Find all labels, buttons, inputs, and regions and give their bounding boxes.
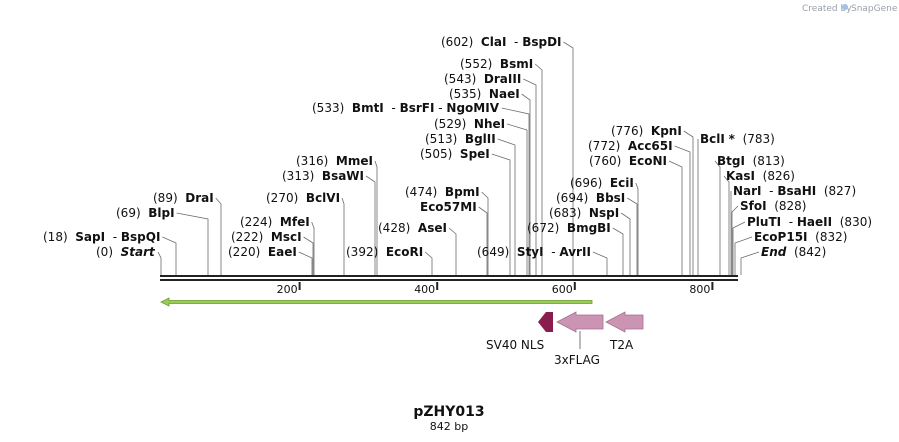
site-leader-line — [714, 160, 721, 275]
site-label-drai: (89) DraI — [153, 191, 214, 205]
site-label-econi: (760) EcoNI — [589, 154, 667, 168]
site-leader-line — [534, 63, 543, 275]
site-label-end: End (842) — [761, 245, 826, 259]
site-leader-line — [740, 251, 760, 275]
site-label-ecii: (696) EciI — [570, 176, 634, 190]
site-label-draiii: (543) DraIII — [444, 72, 521, 86]
site-leader-line — [157, 251, 162, 275]
site-leader-line — [521, 93, 531, 275]
sequence-backbone — [160, 275, 738, 281]
site-label-nhei: (529) NheI — [434, 117, 505, 131]
site-leader-lines — [157, 41, 760, 275]
feature-label-3xflag: 3xFLAG — [554, 353, 600, 367]
site-leader-line — [523, 78, 537, 275]
site-label-msci: (222) MscI — [231, 230, 302, 244]
feature-label-t2a: T2A — [609, 338, 634, 352]
site-label-bsawi: (313) BsaWI — [282, 169, 364, 183]
snapgene-logo-icon — [842, 4, 848, 10]
site-label-start: (0) Start — [96, 245, 156, 259]
site-leader-line — [501, 107, 530, 275]
site-label-nspi: (683) NspI — [549, 206, 619, 220]
site-leader-line — [303, 236, 314, 275]
site-label-pluti: PluTI - HaeII (830) — [747, 215, 872, 229]
ruler-tick-label: 400 — [414, 283, 435, 296]
site-leader-line — [683, 130, 694, 275]
site-label-clai: (602) ClaI - BspDI — [441, 35, 562, 49]
site-leader-line — [563, 41, 574, 275]
site-leader-line — [491, 153, 511, 275]
site-leader-line — [298, 251, 313, 275]
snapgene-credit: Created by SnapGene — [802, 4, 898, 14]
site-label-bclvi: (270) BclVI — [266, 191, 340, 205]
credit-brand: SnapGene — [851, 4, 898, 14]
site-leader-line — [674, 145, 691, 275]
site-leader-line — [478, 206, 488, 275]
ruler-tick-label: 800 — [689, 283, 710, 296]
site-label-bglii: (513) BglII — [425, 132, 496, 146]
site-leader-line — [341, 197, 345, 275]
site-label-mfei: (224) MfeI — [240, 215, 310, 229]
site-leader-line — [723, 175, 730, 275]
ruler-tick-label: 600 — [552, 283, 573, 296]
site-leader-line — [162, 236, 177, 275]
feature-label-sv40-nls: SV40 NLS — [486, 338, 544, 352]
feature-sv40-nls — [538, 312, 553, 332]
site-leader-line — [374, 160, 378, 275]
orf-arrow — [160, 297, 593, 307]
site-label-sfoi: SfoI (828) — [740, 199, 807, 213]
site-label-bpmi: (474) BpmI — [405, 185, 480, 199]
site-label-bmgbi: (672) BmgBI — [527, 221, 611, 235]
credit-text: Created by — [802, 4, 852, 14]
site-leader-line — [592, 251, 608, 275]
site-leader-line — [668, 160, 683, 275]
site-leader-line — [497, 138, 516, 275]
feature-t2a — [605, 311, 644, 333]
site-leader-line — [620, 212, 631, 275]
site-label-mmei: (316) MmeI — [296, 154, 373, 168]
site-label-naei: (535) NaeI — [449, 87, 520, 101]
site-label-kpni: (776) KpnI — [611, 124, 682, 138]
site-label-blpi: (69) BlpI — [116, 206, 175, 220]
site-leader-line — [732, 221, 746, 275]
site-leader-line — [731, 205, 739, 275]
site-label-kasi: KasI (826) — [726, 169, 795, 183]
site-leader-line — [635, 182, 639, 275]
site-label-styi: (649) StyI - AvrII — [477, 245, 591, 259]
site-label-bmti: (533) BmtI - BsrFI - NgoMIV — [312, 101, 500, 115]
site-leader-line — [481, 191, 489, 275]
site-label-nari: NarI - BsaHI (827) — [733, 184, 856, 198]
site-label-spei: (505) SpeI — [420, 147, 490, 161]
restriction-site-labels: (18) SapI - BspQI(0) Start (69) BlpI(89) … — [43, 35, 872, 259]
feature-3xflag — [556, 311, 604, 333]
site-label-eaei: (220) EaeI — [228, 245, 297, 259]
site-leader-line — [507, 123, 528, 275]
site-label-bbsi: (694) BbsI — [556, 191, 625, 205]
site-label-ecop15i: EcoP15I (832) — [754, 230, 847, 244]
site-label-eco57mi: Eco57MI — [420, 200, 477, 214]
site-leader-line — [448, 227, 457, 275]
site-label-asei: (428) AseI — [378, 221, 447, 235]
site-leader-line — [612, 227, 624, 275]
orf-arrow-shape — [160, 297, 593, 307]
site-label-bcli: BclI * (783) — [700, 132, 775, 146]
plasmid-length: 842 bp — [430, 420, 468, 433]
site-label-acc65i: (772) Acc65I — [588, 139, 673, 153]
site-leader-line — [424, 251, 433, 275]
site-label-ecori: (392) EcoRI — [346, 245, 423, 259]
site-leader-line — [734, 236, 753, 275]
site-leader-line — [215, 197, 222, 275]
plasmid-name: pZHY013 — [413, 404, 484, 420]
site-leader-line — [311, 221, 315, 275]
ruler: 200 400 600 800 — [277, 282, 714, 296]
site-leader-line — [176, 212, 209, 275]
site-leader-line — [365, 175, 376, 275]
site-label-bsmi: (552) BsmI — [460, 57, 533, 71]
site-label-sapi: (18) SapI - BspQI — [43, 230, 160, 244]
features: SV40 NLS 3xFLAG T2A — [486, 311, 644, 367]
site-label-btgi: BtgI (813) — [717, 154, 785, 168]
site-leader-line — [627, 197, 638, 275]
ruler-tick-label: 200 — [277, 283, 298, 296]
